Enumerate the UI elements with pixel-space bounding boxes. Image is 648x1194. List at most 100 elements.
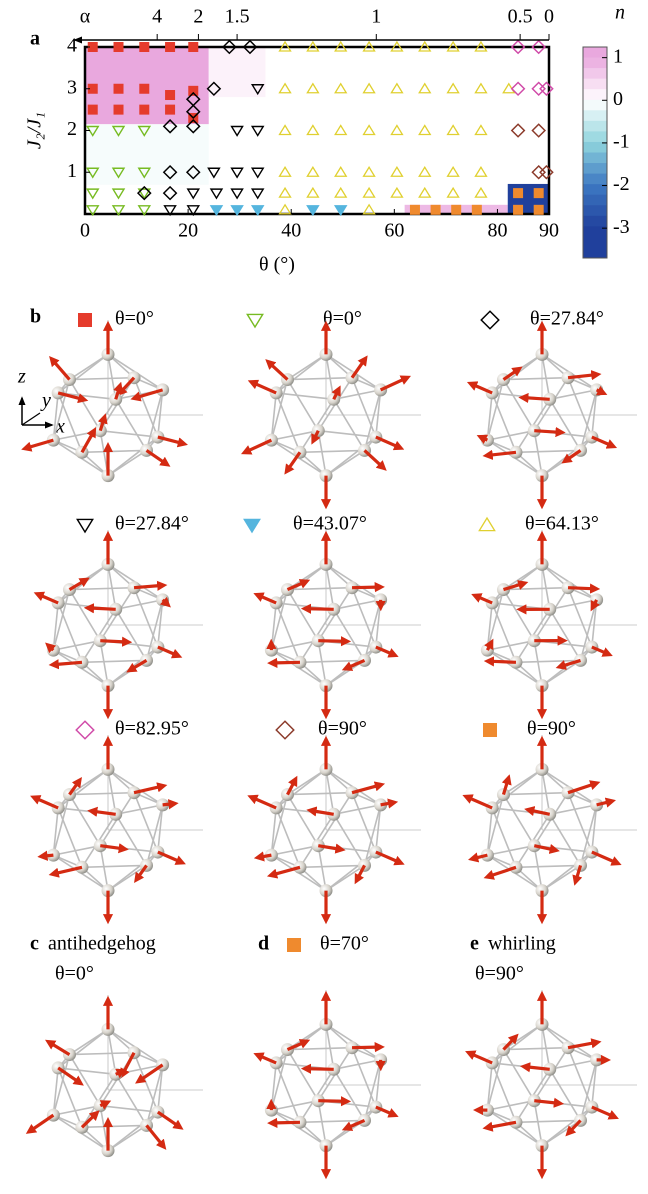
bond (108, 647, 158, 686)
colorbar-band (583, 79, 607, 90)
bond (82, 1125, 147, 1127)
data-point (475, 126, 486, 135)
spin-arrow (57, 662, 82, 664)
data-point (534, 188, 544, 198)
data-point (188, 42, 198, 52)
y-tick-label: 1 (67, 160, 77, 182)
legend-marker (479, 518, 494, 531)
data-point (280, 126, 291, 135)
legend-marker (287, 938, 301, 952)
data-point (410, 205, 420, 215)
bond (108, 437, 158, 476)
data-point (512, 124, 524, 137)
data-point (188, 86, 198, 96)
bond (69, 590, 100, 641)
data-point (364, 188, 375, 197)
data-point (451, 205, 461, 215)
panel-label: θ=82.95° (115, 718, 189, 740)
colorbar-tick-label: -2 (613, 173, 630, 195)
bond (82, 450, 147, 452)
bond (287, 1050, 318, 1101)
colorbar-band (583, 131, 607, 142)
colorbar-band (583, 58, 607, 69)
spin-cluster (29, 320, 203, 482)
colorbar-band (583, 153, 607, 164)
spin-arrow (45, 855, 53, 856)
spin-cluster (38, 735, 203, 916)
data-point (208, 168, 219, 177)
data-point (307, 84, 318, 93)
data-point (391, 84, 402, 93)
data-point (188, 189, 199, 198)
axis-glyph (22, 413, 40, 425)
bond (69, 1053, 134, 1055)
bond (542, 647, 592, 686)
bond (550, 1069, 581, 1120)
bond (82, 865, 147, 867)
x-tick-label: 20 (178, 220, 198, 242)
data-point (280, 84, 291, 93)
panel-label: θ=0° (115, 308, 154, 330)
x-tick-label: 40 (281, 220, 301, 242)
colorbar-band (583, 237, 607, 248)
spin-cluster (248, 320, 421, 501)
data-point (532, 124, 545, 137)
spin-arrow (534, 431, 557, 432)
data-point (513, 188, 523, 198)
panel-title: whirling (488, 933, 556, 955)
bond (334, 399, 365, 450)
bond (503, 590, 534, 641)
spin-arrow (492, 661, 516, 662)
bond (503, 378, 568, 380)
data-point (252, 127, 263, 136)
bond (300, 660, 365, 662)
data-point (448, 188, 459, 197)
colorbar-band (583, 205, 607, 216)
data-point (114, 84, 124, 94)
spin-arrow (365, 450, 381, 465)
spin-arrow (51, 648, 53, 650)
data-point (335, 167, 346, 176)
bond (503, 564, 542, 589)
colorbar-band (583, 89, 607, 100)
bond (334, 814, 365, 865)
panel-letter: b (30, 306, 41, 328)
y-tick-label: 2 (67, 118, 77, 140)
colorbar-tick-label: -3 (613, 216, 630, 238)
bond (542, 1107, 592, 1146)
data-point (448, 84, 459, 93)
spin-arrow (309, 609, 334, 610)
top-axis-label: α (80, 6, 91, 28)
colorbar-band (583, 195, 607, 206)
colorbar-band (583, 216, 607, 227)
y-tick-label: 3 (67, 76, 77, 98)
spin-arrow (484, 439, 487, 441)
page: a b c antihedgehog θ=0° d θ=70° e whirli… (0, 0, 648, 1194)
legend-marker (77, 519, 92, 532)
bond (542, 437, 592, 476)
spin-arrow (262, 855, 271, 857)
spin-arrow (594, 600, 596, 604)
spin-arrow (275, 662, 300, 663)
bond (69, 378, 134, 380)
data-point (87, 189, 98, 198)
spin-arrow (568, 588, 592, 589)
data-point (335, 84, 346, 93)
bond (69, 793, 134, 795)
data-point (419, 126, 430, 135)
bond (503, 1050, 534, 1101)
bond (503, 769, 542, 794)
panel-letter: a (30, 28, 40, 50)
panel-label: θ=0° (323, 308, 362, 330)
data-point (391, 167, 402, 176)
colorbar-band (583, 174, 607, 185)
data-point (280, 167, 291, 176)
bond (116, 1074, 147, 1125)
x-tick-label: 80 (487, 220, 507, 242)
spin-arrow (134, 586, 159, 588)
x-tick-label: 90 (539, 220, 559, 242)
colorbar-tick-label: -1 (613, 131, 630, 153)
panel-label: θ=43.07° (293, 513, 367, 535)
x-axis-label: θ (°) (259, 254, 295, 276)
bond (542, 852, 592, 891)
